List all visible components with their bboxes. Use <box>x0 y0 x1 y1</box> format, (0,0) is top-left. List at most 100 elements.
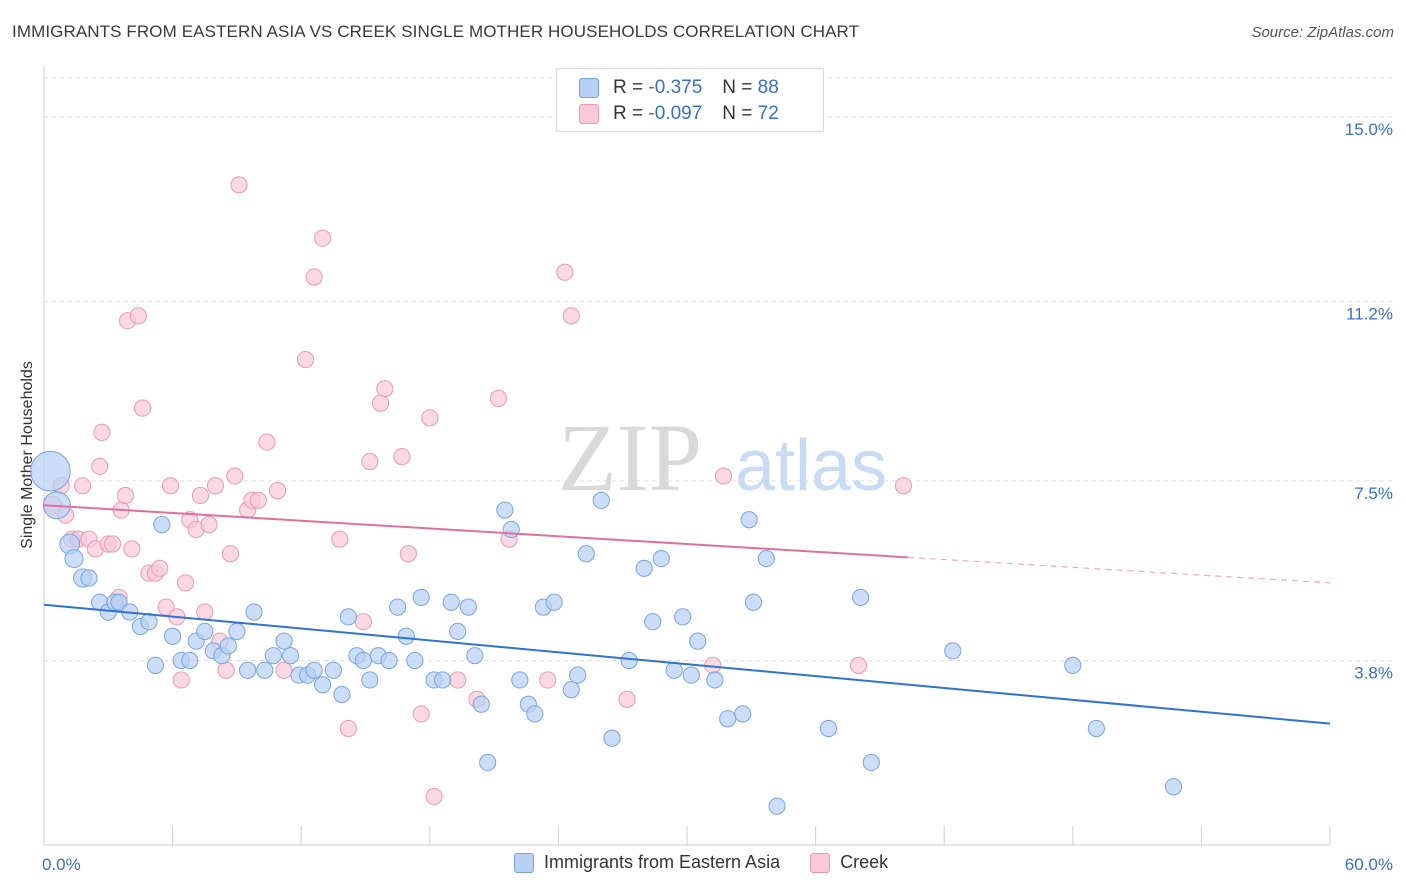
point-immigrants-43 <box>397 627 415 645</box>
point-creek-46 <box>314 229 332 247</box>
watermark: ZIP atlas <box>558 404 887 511</box>
point-immigrants-42 <box>389 598 407 616</box>
point-immigrants-69 <box>652 549 670 568</box>
point-creek-69 <box>894 477 913 495</box>
point-creek-32 <box>206 477 225 495</box>
point-creek-36 <box>226 467 244 485</box>
trend-lines <box>43 504 1331 725</box>
point-creek-49 <box>354 613 372 631</box>
point-immigrants-61 <box>562 681 580 699</box>
n-label: N = <box>722 77 753 98</box>
point-creek-30 <box>196 603 214 621</box>
point-creek-44 <box>296 350 315 369</box>
r-label: R = <box>613 77 644 98</box>
stats-legend-row-pink: R = -0.097 N = 72 <box>579 101 779 127</box>
point-creek-37 <box>230 176 248 194</box>
point-creek-5 <box>73 477 92 495</box>
blue-swatch <box>579 78 599 98</box>
legend-swatch-pink <box>810 852 831 873</box>
point-immigrants-0 <box>30 450 71 492</box>
y-tick-label-3: 15.0% <box>1345 120 1393 139</box>
n-label: N = <box>722 103 753 124</box>
point-creek-58 <box>449 671 467 689</box>
point-immigrants-33 <box>314 676 332 694</box>
point-immigrants-66 <box>620 651 638 670</box>
point-immigrants-27 <box>264 647 282 665</box>
x-tick-label-1: 60.0% <box>1345 855 1393 874</box>
point-immigrants-70 <box>665 661 683 679</box>
x-tick-label-0: 0.0% <box>42 855 81 874</box>
point-immigrants-39 <box>361 671 379 689</box>
point-immigrants-29 <box>281 647 300 665</box>
point-creek-29 <box>191 486 210 505</box>
point-immigrants-55 <box>502 520 520 539</box>
point-immigrants-72 <box>682 666 700 684</box>
trend-line-1 <box>43 504 908 559</box>
point-creek-54 <box>399 545 417 563</box>
stats-legend-row-blue: R = -0.375 N = 88 <box>579 75 779 101</box>
point-immigrants-83 <box>862 753 880 772</box>
point-immigrants-76 <box>734 705 752 723</box>
point-creek-14 <box>116 486 135 505</box>
point-creek-42 <box>269 482 287 500</box>
point-immigrants-32 <box>305 661 323 679</box>
point-immigrants-24 <box>239 661 257 679</box>
point-immigrants-79 <box>757 549 775 568</box>
watermark-zip: ZIP <box>558 404 702 511</box>
point-creek-52 <box>376 380 394 398</box>
trend-line-dashed-1 <box>907 556 1331 584</box>
point-immigrants-38 <box>354 651 372 670</box>
point-creek-51 <box>371 394 390 412</box>
point-creek-56 <box>421 409 439 427</box>
point-creek-50 <box>361 452 379 471</box>
grid-lines <box>44 77 1392 662</box>
legend-label-immigrants: Immigrants from Eastern Asia <box>544 852 781 872</box>
point-creek-9 <box>93 423 111 441</box>
trend-line-0 <box>43 603 1331 725</box>
point-immigrants-17 <box>181 651 199 670</box>
point-creek-64 <box>562 307 580 325</box>
point-creek-63 <box>556 263 574 281</box>
point-creek-67 <box>714 467 733 485</box>
point-immigrants-73 <box>689 632 707 650</box>
point-immigrants-41 <box>380 651 398 670</box>
point-immigrants-64 <box>592 491 610 509</box>
series-legend: Immigrants from Eastern Asia Creek <box>514 852 918 873</box>
point-creek-35 <box>221 545 240 563</box>
point-immigrants-5 <box>80 569 98 587</box>
point-creek-11 <box>103 535 122 553</box>
point-immigrants-78 <box>744 593 763 611</box>
watermark-atlas: atlas <box>735 426 887 506</box>
point-immigrants-48 <box>442 593 460 611</box>
point-creek-68 <box>849 656 868 674</box>
r-value: -0.375 <box>648 77 703 98</box>
point-immigrants-65 <box>603 729 621 747</box>
point-immigrants-84 <box>944 642 962 660</box>
point-immigrants-81 <box>819 719 838 738</box>
point-creek-57 <box>425 787 443 806</box>
y-tick-label-1: 7.5% <box>1354 484 1393 503</box>
n-value: 88 <box>757 77 779 98</box>
r-label: R = <box>613 103 644 124</box>
point-immigrants-28 <box>275 632 293 650</box>
point-immigrants-26 <box>256 661 274 679</box>
point-immigrants-63 <box>577 545 595 563</box>
point-creek-18 <box>133 399 152 417</box>
r-value: -0.097 <box>648 103 703 124</box>
point-immigrants-67 <box>635 559 653 577</box>
point-creek-48 <box>339 719 357 738</box>
tick-labels: 3.8% 7.5% 11.2% 15.0% 0.0% 60.0% <box>42 120 1393 874</box>
point-immigrants-47 <box>434 671 452 689</box>
point-creek-16 <box>123 540 141 558</box>
point-immigrants-9 <box>110 593 128 611</box>
point-immigrants-54 <box>496 501 514 519</box>
point-immigrants-36 <box>339 608 357 626</box>
point-immigrants-13 <box>146 656 165 674</box>
point-immigrants-87 <box>1164 778 1183 796</box>
point-creek-65 <box>618 690 636 708</box>
point-immigrants-77 <box>740 511 758 529</box>
point-immigrants-3 <box>64 549 84 569</box>
y-tick-label-2: 11.2% <box>1346 304 1393 323</box>
point-immigrants-74 <box>706 671 724 689</box>
